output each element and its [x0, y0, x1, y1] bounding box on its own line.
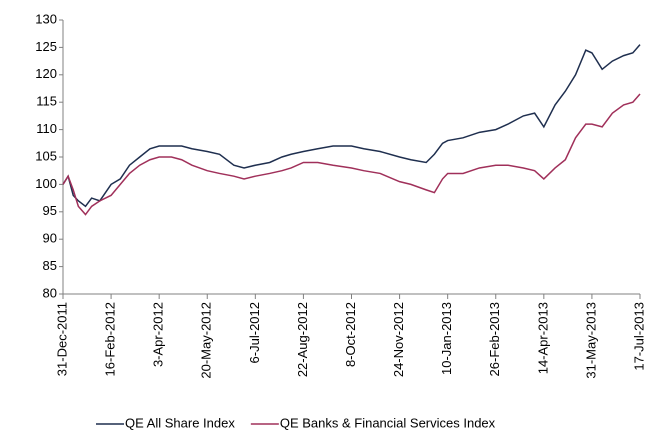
- series-line: [62, 93, 641, 216]
- y-tick-label: 130: [35, 11, 57, 26]
- y-tick-label: 110: [36, 121, 57, 136]
- y-tick-label: 115: [36, 94, 57, 109]
- x-tick-label: 24-Nov-2012: [391, 302, 406, 377]
- x-tick-label: 26-Feb-2013: [487, 302, 502, 376]
- y-tick-label: 125: [35, 39, 57, 54]
- legend-label: QE Banks & Financial Services Index: [280, 415, 496, 430]
- x-tick-label: 6-Jul-2012: [247, 302, 262, 363]
- x-tick-label: 3-Apr-2012: [151, 302, 166, 367]
- x-tick-label: 14-Apr-2013: [535, 302, 550, 374]
- x-tick-label: 31-May-2013: [583, 302, 598, 379]
- y-tick-label: 120: [35, 66, 57, 81]
- x-tick-label: 10-Jan-2013: [439, 302, 454, 375]
- x-tick-label: 16-Feb-2012: [103, 302, 118, 376]
- x-tick-label: 17-Jul-2013: [631, 302, 646, 371]
- legend-label: QE All Share Index: [125, 415, 235, 430]
- y-tick-label: 80: [43, 285, 57, 300]
- y-tick-label: 85: [43, 258, 57, 273]
- y-tick-label: 95: [43, 203, 57, 218]
- x-tick-label: 22-Aug-2012: [295, 302, 310, 377]
- x-tick-label: 31-Dec-2011: [54, 302, 69, 376]
- y-tick-label: 100: [35, 176, 57, 191]
- series-line: [62, 44, 641, 208]
- y-tick-label: 105: [35, 148, 57, 163]
- x-tick-label: 8-Oct-2012: [343, 302, 358, 367]
- x-tick-label: 20-May-2012: [199, 302, 214, 379]
- y-tick-label: 90: [43, 231, 57, 246]
